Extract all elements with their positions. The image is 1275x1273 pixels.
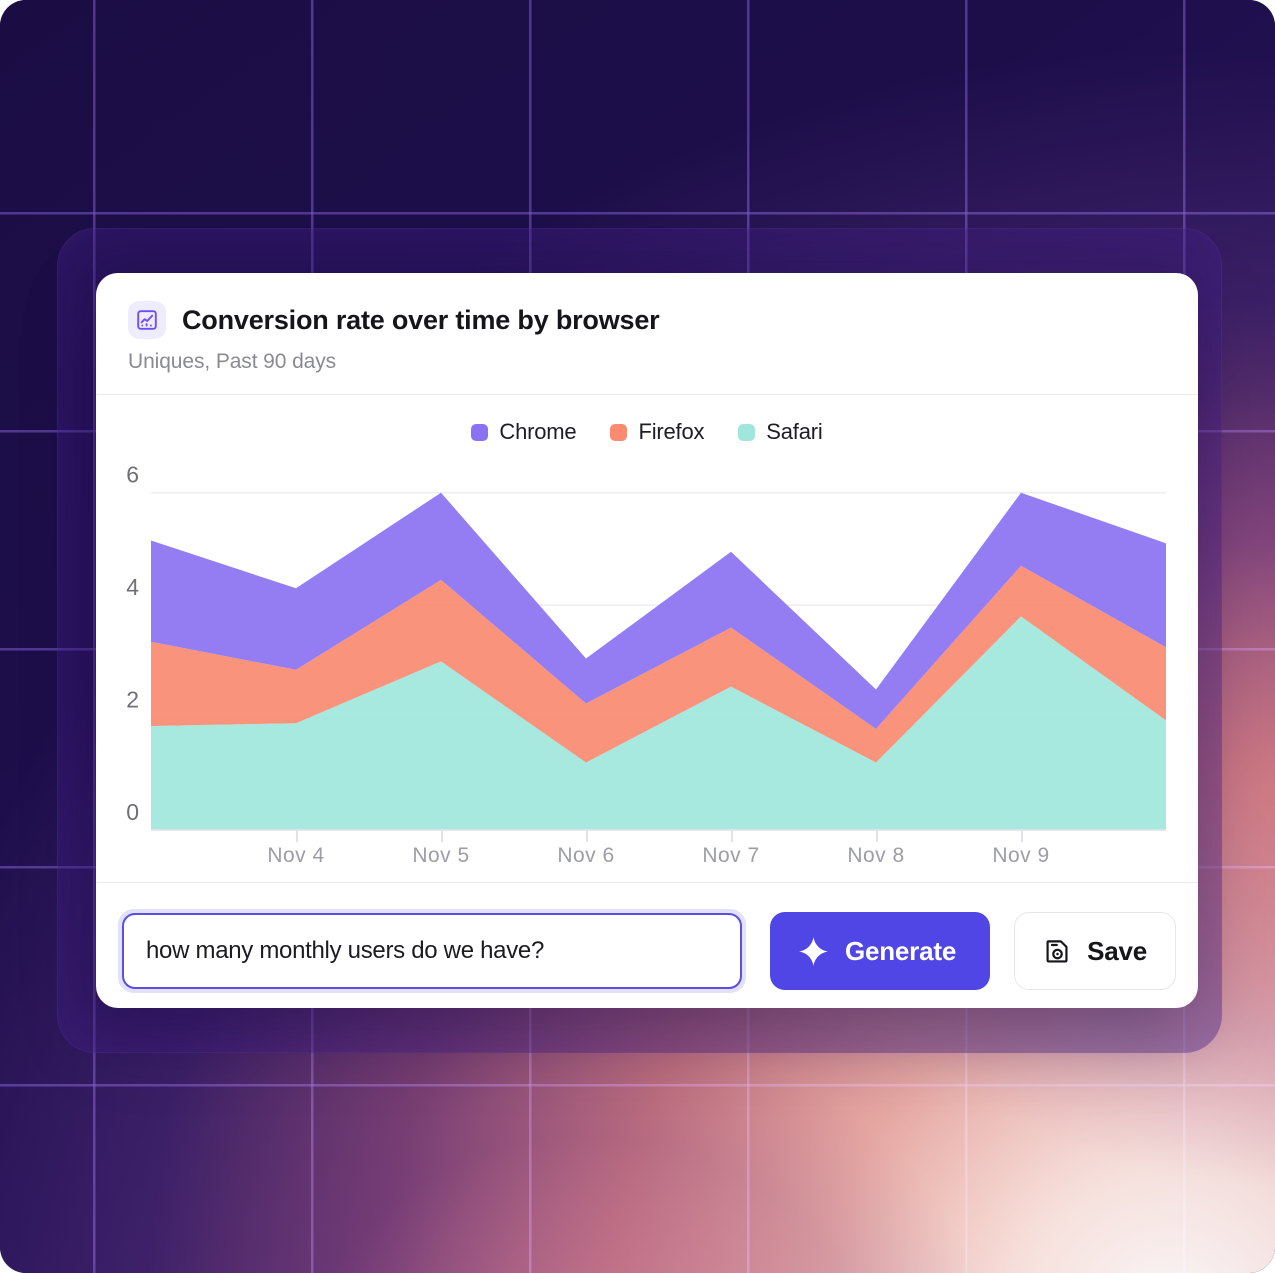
y-tick-label: 4: [126, 574, 139, 600]
save-button-label: Save: [1087, 935, 1147, 966]
x-tick-mark: [731, 830, 733, 842]
header-divider: [96, 394, 1198, 395]
area-series-safari: [151, 616, 1166, 830]
prompt-bar: Generate Save: [96, 883, 1198, 1008]
x-tick-label: Nov 4: [267, 844, 325, 867]
x-tick-label: Nov 7: [702, 844, 760, 867]
background-inner-panel-rim: [57, 228, 1222, 1053]
legend-label-chrome: Chrome: [499, 419, 577, 444]
x-tick-label: Nov 5: [412, 844, 470, 867]
x-tick-label: Nov 9: [992, 844, 1050, 867]
legend-label-firefox: Firefox: [638, 419, 705, 444]
y-tick-label: 2: [126, 687, 139, 713]
line-chart-icon: [128, 301, 166, 339]
card-title-row: Conversion rate over time by browser: [128, 301, 1166, 339]
x-tick-mark: [876, 830, 878, 842]
page-title: Conversion rate over time by browser: [182, 304, 660, 335]
legend-swatch-safari: [738, 423, 756, 441]
legend-swatch-firefox: [610, 423, 628, 441]
legend-label-safari: Safari: [766, 419, 823, 444]
chart-legend: Chrome Firefox Safari: [116, 419, 1178, 445]
legend-swatch-chrome: [471, 423, 489, 441]
plot-canvas: 0 2 4 6: [116, 453, 1178, 838]
x-tick-label: Nov 8: [847, 844, 905, 867]
legend-item-chrome[interactable]: Chrome: [471, 419, 577, 445]
prompt-input-wrapper: [118, 909, 746, 993]
x-tick-mark: [296, 830, 298, 842]
save-button[interactable]: Save: [1014, 912, 1176, 990]
legend-item-safari[interactable]: Safari: [738, 419, 823, 445]
area-series-chrome: [151, 492, 1166, 729]
y-tick-label: 6: [126, 462, 139, 488]
y-tick-label: 0: [126, 799, 139, 825]
x-axis: Nov 4 Nov 5 Nov 6 Nov 7 Nov 8 Nov 9: [151, 830, 1166, 882]
card-subtitle: Uniques, Past 90 days: [128, 350, 337, 373]
stacked-area-chart: 0 2 4 6: [126, 462, 1166, 831]
x-tick-mark: [1021, 830, 1023, 842]
area-series-firefox: [151, 565, 1166, 763]
legend-item-firefox[interactable]: Firefox: [610, 419, 704, 445]
x-tick-label: Nov 6: [557, 844, 615, 867]
generate-button-label: Generate: [844, 935, 957, 966]
generate-button[interactable]: Generate: [769, 912, 991, 990]
sparkle-icon: [798, 936, 829, 967]
x-tick-mark: [441, 830, 443, 842]
chart-card: Conversion rate over time by browser Uni…: [96, 273, 1198, 1008]
card-header: Conversion rate over time by browser Uni…: [96, 273, 1198, 394]
x-tick-mark: [586, 830, 588, 842]
footer-divider: [96, 882, 1198, 883]
floppy-disk-icon: [1043, 937, 1072, 966]
prompt-input[interactable]: [122, 913, 742, 989]
